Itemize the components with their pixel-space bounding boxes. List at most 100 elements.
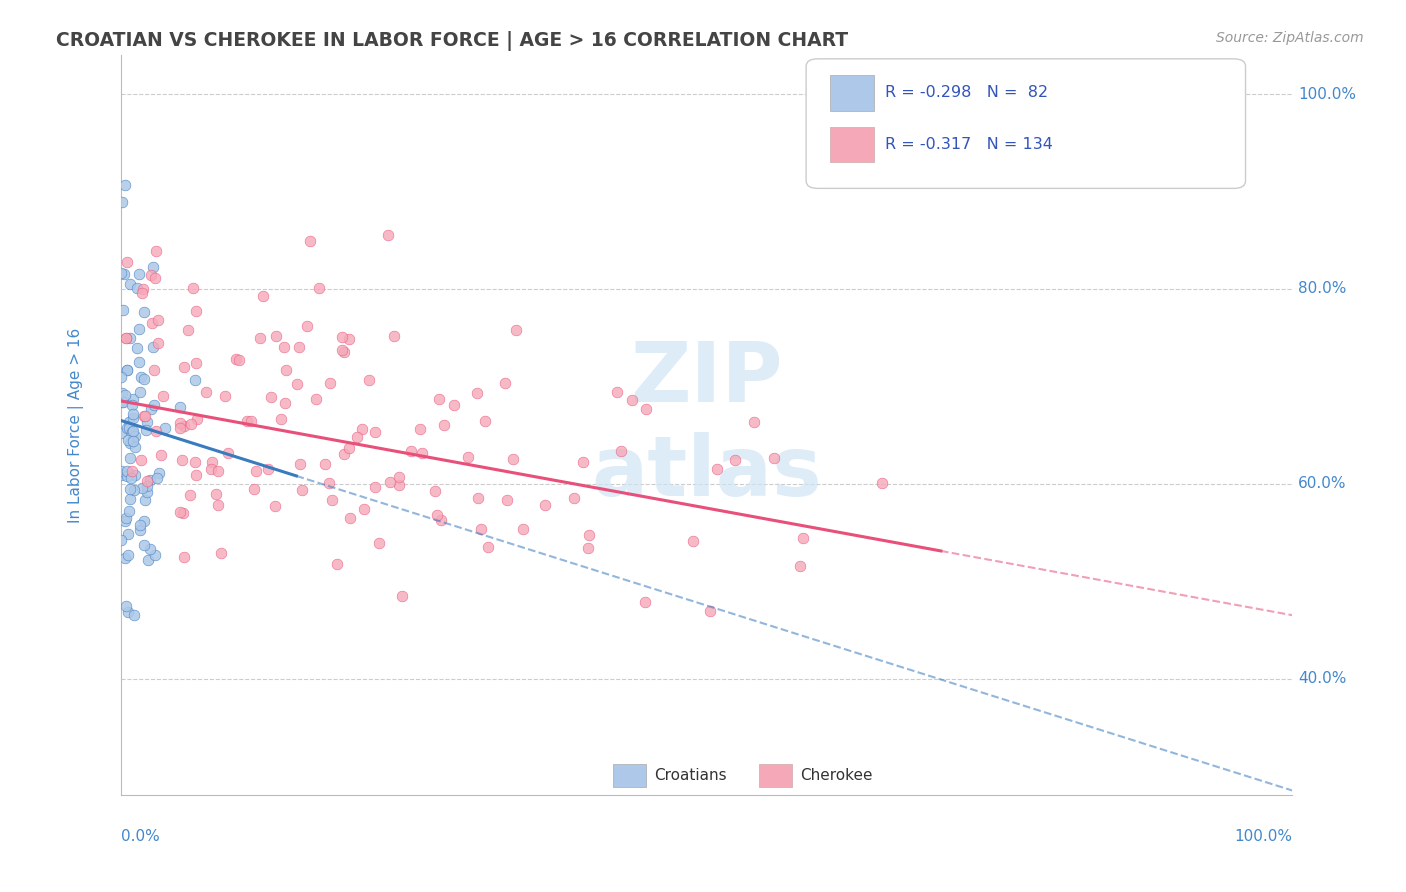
Point: [184, 455, 207, 469]
Point: [260, 390, 283, 404]
Point: [214, 389, 236, 403]
Point: [184, 467, 207, 482]
Point: [117, 548, 139, 562]
Point: [291, 483, 314, 497]
Point: [121, 398, 143, 412]
Point: [115, 511, 138, 525]
Point: [132, 514, 155, 528]
Point: [495, 492, 517, 507]
Point: [252, 288, 274, 302]
Point: [576, 541, 599, 555]
Point: [139, 542, 162, 557]
Point: [110, 533, 132, 547]
Point: [127, 342, 149, 356]
Point: [127, 281, 149, 295]
Point: [121, 425, 143, 439]
Point: [228, 353, 250, 368]
Point: [245, 464, 267, 478]
Point: [128, 267, 150, 281]
Point: [742, 415, 765, 429]
Point: [682, 534, 704, 549]
Point: [388, 478, 411, 492]
Point: [173, 360, 195, 375]
Point: [789, 558, 811, 573]
Point: [141, 268, 163, 283]
Point: [387, 470, 409, 484]
Point: [135, 423, 157, 437]
Text: 40.0%: 40.0%: [1298, 671, 1347, 686]
Point: [330, 330, 353, 344]
Text: ZIP
atlas: ZIP atlas: [591, 338, 823, 513]
Point: [118, 420, 141, 434]
Point: [699, 604, 721, 618]
Point: [181, 281, 204, 295]
Point: [115, 599, 138, 613]
Point: [225, 352, 247, 367]
Point: [430, 513, 453, 527]
Point: [131, 286, 153, 301]
Point: [634, 401, 657, 416]
Point: [314, 458, 336, 472]
Point: [148, 466, 170, 480]
Point: [297, 318, 319, 333]
Point: [411, 446, 433, 460]
Point: [110, 266, 132, 280]
Point: [609, 444, 631, 458]
Point: [494, 376, 516, 390]
Point: [474, 414, 496, 428]
Point: [183, 373, 205, 387]
Point: [129, 523, 152, 537]
Text: 100.0%: 100.0%: [1298, 87, 1357, 102]
Point: [145, 244, 167, 259]
Text: R = -0.317   N = 134: R = -0.317 N = 134: [884, 137, 1053, 153]
Point: [118, 277, 141, 292]
Point: [110, 465, 132, 479]
Point: [136, 553, 159, 567]
Point: [330, 343, 353, 357]
Point: [399, 444, 422, 458]
Text: 60.0%: 60.0%: [1298, 476, 1347, 491]
Point: [377, 227, 399, 242]
Point: [382, 329, 405, 343]
Point: [288, 340, 311, 354]
Point: [724, 453, 747, 467]
Point: [242, 483, 264, 497]
Point: [467, 491, 489, 505]
Point: [285, 377, 308, 392]
Point: [184, 356, 207, 370]
Point: [562, 491, 585, 505]
Point: [132, 409, 155, 424]
Point: [364, 425, 387, 440]
Point: [425, 483, 447, 498]
Point: [122, 483, 145, 497]
Point: [153, 421, 176, 435]
Point: [115, 469, 138, 483]
Point: [115, 362, 138, 376]
Point: [132, 538, 155, 552]
Point: [470, 522, 492, 536]
Point: [249, 331, 271, 345]
FancyBboxPatch shape: [613, 764, 645, 787]
Point: [207, 464, 229, 478]
Point: [136, 474, 159, 488]
Point: [139, 473, 162, 487]
Point: [433, 418, 456, 433]
Point: [112, 302, 135, 317]
Point: [129, 370, 152, 384]
Point: [117, 606, 139, 620]
Point: [578, 528, 600, 542]
Point: [346, 430, 368, 444]
Point: [305, 392, 328, 406]
Point: [512, 522, 534, 536]
Point: [122, 411, 145, 425]
Point: [465, 385, 488, 400]
Point: [121, 424, 143, 438]
Text: Cherokee: Cherokee: [800, 768, 873, 783]
Point: [114, 514, 136, 528]
Point: [115, 331, 138, 345]
Point: [170, 453, 193, 467]
Point: [621, 393, 644, 408]
Point: [409, 422, 432, 436]
Point: [270, 411, 292, 425]
Point: [391, 590, 413, 604]
